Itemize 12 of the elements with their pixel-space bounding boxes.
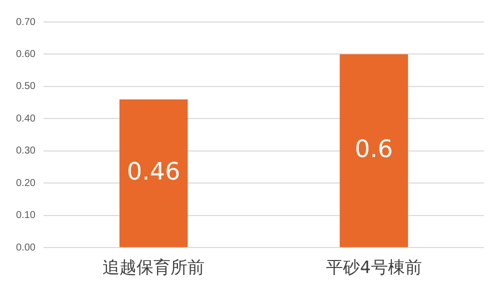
x-tick-label: 追越保育所前 <box>102 258 205 278</box>
y-tick-label: 0.50 <box>16 81 36 92</box>
y-tick-label: 0.00 <box>16 242 36 254</box>
y-tick-label: 0.30 <box>16 146 36 157</box>
y-tick-label: 0.70 <box>16 16 36 28</box>
y-tick-label: 0.40 <box>16 113 36 124</box>
data-label: 0.46 <box>126 157 180 186</box>
y-tick-label: 0.20 <box>16 178 36 189</box>
y-tick-label: 0.10 <box>16 210 36 222</box>
data-label: 0.6 <box>354 134 393 163</box>
x-tick-label: 平砂4号棟前 <box>326 258 422 278</box>
y-tick-label: 0.60 <box>16 48 36 60</box>
